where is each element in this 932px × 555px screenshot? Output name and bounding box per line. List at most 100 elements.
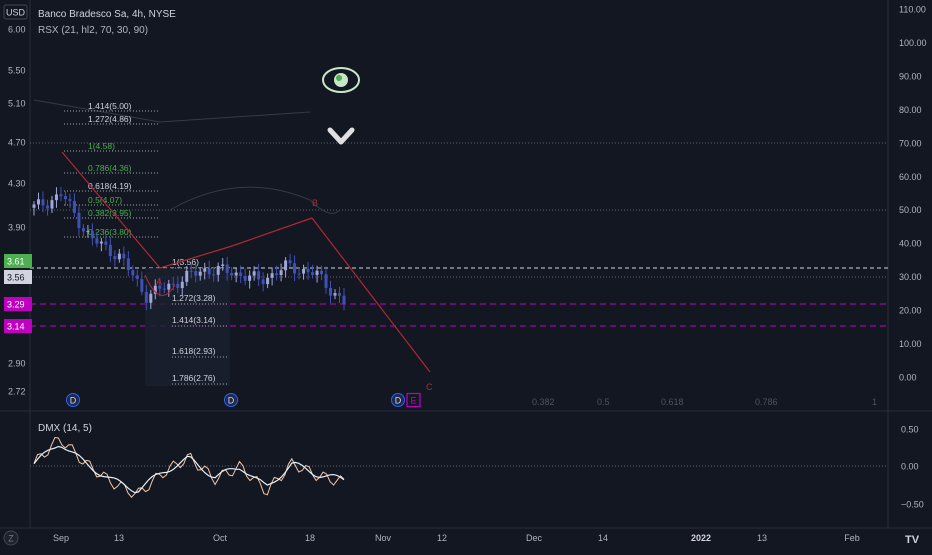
candle-body xyxy=(306,269,310,273)
candle-body xyxy=(45,205,49,209)
time-axis[interactable]: Sep 13 Oct 18 Nov 12 Dec 14 2022 13 Feb xyxy=(53,533,860,543)
candle-body xyxy=(266,277,270,285)
fib-bottom-label: 0.618 xyxy=(661,397,684,407)
candles-group xyxy=(32,186,346,311)
right-axis-tick: 100.00 xyxy=(899,38,927,48)
candle-body xyxy=(131,270,135,276)
candle-body xyxy=(297,273,301,275)
eye-icon[interactable] xyxy=(322,67,360,93)
fib-upper-label: 0.786(4.36) xyxy=(88,163,132,173)
candle-body xyxy=(203,268,207,272)
left-axis-tick: 2.90 xyxy=(8,359,26,369)
candle-body xyxy=(320,270,324,275)
right-axis-tick: 30.00 xyxy=(899,272,922,282)
candle-body xyxy=(81,228,85,232)
dmx-lines xyxy=(33,436,345,498)
dmx-title[interactable]: DMX (14, 5) xyxy=(38,423,92,434)
right-axis-tick: 40.00 xyxy=(899,239,922,249)
candle-body xyxy=(59,194,63,197)
candle-body xyxy=(63,196,67,200)
right-axis-tick: 20.00 xyxy=(899,306,922,316)
right-axis-tick: 110.00 xyxy=(899,5,926,15)
left-axis-tick: 5.10 xyxy=(8,99,26,109)
left-axis-tick: 4.70 xyxy=(8,138,26,148)
candle-body xyxy=(113,256,117,260)
price-badge xyxy=(4,254,32,268)
time-axis-label: Nov xyxy=(375,533,392,543)
fib-upper-label: 0.5(4.07) xyxy=(88,195,122,205)
dmx-line-fast xyxy=(33,436,345,498)
currency-badge[interactable] xyxy=(3,4,28,20)
indicator-title[interactable]: RSX (21, hl2, 70, 30, 90) xyxy=(38,25,148,36)
fib-upper-label: 1(4.58) xyxy=(88,141,115,151)
candle-body xyxy=(36,199,40,205)
fib-bottom-label: 1 xyxy=(872,397,877,407)
fib-lower-label: 1.414(3.14) xyxy=(172,315,216,325)
time-axis-label: Feb xyxy=(844,533,860,543)
candle-body xyxy=(221,264,225,267)
candle-body xyxy=(99,241,103,244)
candle-body xyxy=(41,199,45,206)
fib-bottom-label: 0.786 xyxy=(755,397,778,407)
wave-path-start xyxy=(61,151,161,269)
time-axis-label: Oct xyxy=(213,533,228,543)
time-axis-label: 14 xyxy=(598,533,608,543)
fib-upper-label: 0.618(4.19) xyxy=(88,181,132,191)
candle-body xyxy=(158,285,162,289)
wave-label-b: B xyxy=(312,198,318,208)
left-price-axis[interactable]: 6.00 5.50 5.10 4.70 4.30 3.90 2.90 2.72 xyxy=(8,25,26,397)
price-badge xyxy=(4,270,32,284)
candle-body xyxy=(135,275,139,280)
dmx-axis-tick: −0.50 xyxy=(901,500,924,510)
price-badge-label: 3.61 xyxy=(7,257,25,267)
time-axis-label: 12 xyxy=(437,533,447,543)
fib-lower-label: 1(3.56) xyxy=(172,257,199,267)
candle-body xyxy=(144,291,148,303)
right-axis-tick: 80.00 xyxy=(899,105,922,115)
candle-body xyxy=(126,258,130,271)
event-marker-d1[interactable]: D xyxy=(66,393,80,407)
right-axis-tick: 0.00 xyxy=(899,372,917,382)
chevron-down-icon[interactable] xyxy=(327,127,355,145)
left-axis-tick: 3.90 xyxy=(8,223,26,233)
candle-body xyxy=(149,293,153,303)
time-axis-label: Dec xyxy=(526,533,543,543)
time-axis-label: 13 xyxy=(114,533,124,543)
candle-body xyxy=(180,281,184,289)
currency-label: USD xyxy=(6,8,26,18)
dmx-axis-tick: 0.00 xyxy=(901,462,919,472)
candle-body xyxy=(104,241,108,245)
svg-text:D: D xyxy=(70,396,77,406)
candle-body xyxy=(68,199,72,201)
fib-bottom-label: 0.5 xyxy=(597,397,610,407)
candle-body xyxy=(230,272,234,276)
price-badge-label: 3.14 xyxy=(7,322,25,332)
envelope-faint xyxy=(169,186,341,214)
candle-body xyxy=(239,272,243,277)
candle-body xyxy=(324,274,328,288)
symbol-title[interactable]: Banco Bradesco Sa, 4h, NYSE xyxy=(38,9,176,20)
price-badge xyxy=(4,297,32,311)
candle-body xyxy=(311,272,315,276)
candle-body xyxy=(248,275,252,281)
fib-upper-label: 1.414(5.00) xyxy=(88,101,132,111)
candle-body xyxy=(86,231,90,233)
candle-body xyxy=(153,285,157,294)
event-marker-d2[interactable]: D xyxy=(224,393,238,407)
fib-bottom-row: 0.382 0.5 0.618 0.786 1 xyxy=(532,397,877,407)
candle-body xyxy=(198,271,202,276)
event-marker-e[interactable]: E xyxy=(406,392,421,408)
candle-body xyxy=(32,204,36,208)
tradingview-logo[interactable]: TV xyxy=(905,534,920,546)
candle-body xyxy=(293,263,297,274)
right-axis-tick: 70.00 xyxy=(899,138,922,148)
candle-body xyxy=(243,276,247,281)
right-indicator-axis[interactable]: 110.00 100.00 90.00 80.00 70.00 60.00 50.00 40.… xyxy=(899,5,927,383)
event-marker-d3[interactable]: D xyxy=(391,393,405,407)
candle-body xyxy=(212,274,216,276)
footer-left-badge[interactable]: Z xyxy=(3,530,19,546)
candle-body xyxy=(77,212,81,229)
candle-body xyxy=(275,273,279,276)
